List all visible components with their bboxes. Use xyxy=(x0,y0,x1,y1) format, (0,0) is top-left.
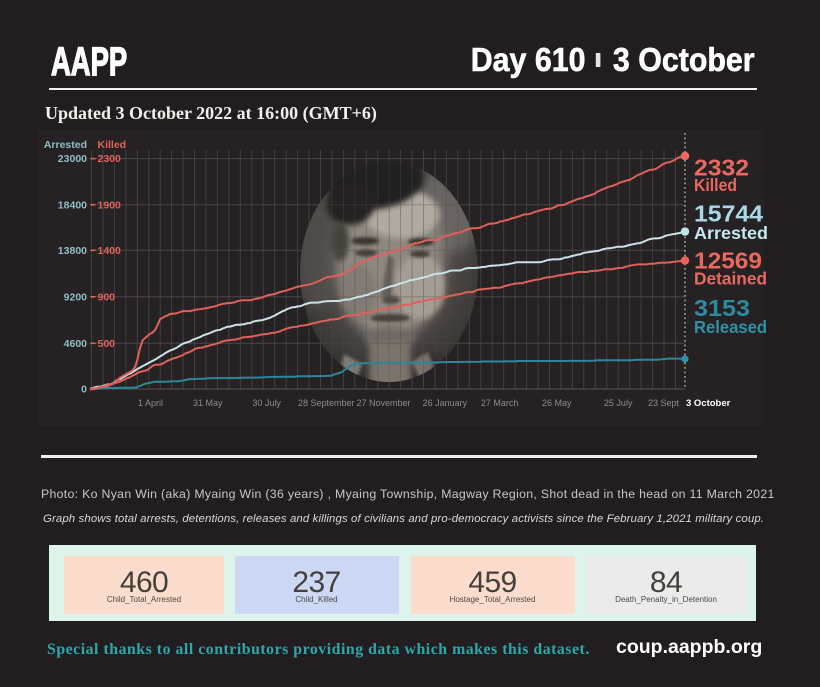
svg-text:500: 500 xyxy=(98,338,116,350)
svg-text:1900: 1900 xyxy=(98,199,122,211)
svg-text:4600: 4600 xyxy=(64,338,88,350)
svg-text:Killed: Killed xyxy=(694,175,737,195)
svg-text:25 July: 25 July xyxy=(604,398,633,408)
svg-text:28 September: 28 September xyxy=(298,398,355,408)
svg-text:31 May: 31 May xyxy=(193,398,223,408)
svg-text:2300: 2300 xyxy=(98,153,122,165)
svg-text:18400: 18400 xyxy=(58,199,87,211)
svg-text:3 October: 3 October xyxy=(686,398,731,409)
svg-text:1400: 1400 xyxy=(98,245,122,257)
svg-text:23000: 23000 xyxy=(58,153,87,165)
svg-text:Released: Released xyxy=(694,317,767,337)
svg-text:3153: 3153 xyxy=(694,295,750,321)
svg-text:Detained: Detained xyxy=(694,269,767,289)
svg-text:27 March: 27 March xyxy=(481,398,519,408)
svg-text:900: 900 xyxy=(98,291,116,303)
svg-text:0: 0 xyxy=(81,384,87,396)
svg-text:26 January: 26 January xyxy=(423,398,468,408)
svg-text:30 July: 30 July xyxy=(252,398,281,408)
svg-text:Arrested: Arrested xyxy=(694,223,768,243)
svg-text:2332: 2332 xyxy=(694,155,749,181)
svg-text:13800: 13800 xyxy=(58,245,87,257)
svg-text:1 April: 1 April xyxy=(138,398,163,408)
svg-text:15744: 15744 xyxy=(694,201,763,227)
svg-text:23 Sept: 23 Sept xyxy=(648,398,680,408)
svg-text:9200: 9200 xyxy=(64,291,88,303)
svg-text:27 November: 27 November xyxy=(356,398,410,408)
svg-text:26 May: 26 May xyxy=(542,398,572,408)
svg-text:Killed: Killed xyxy=(98,139,127,151)
svg-text:12569: 12569 xyxy=(694,248,762,274)
svg-text:Arrested: Arrested xyxy=(44,139,87,151)
